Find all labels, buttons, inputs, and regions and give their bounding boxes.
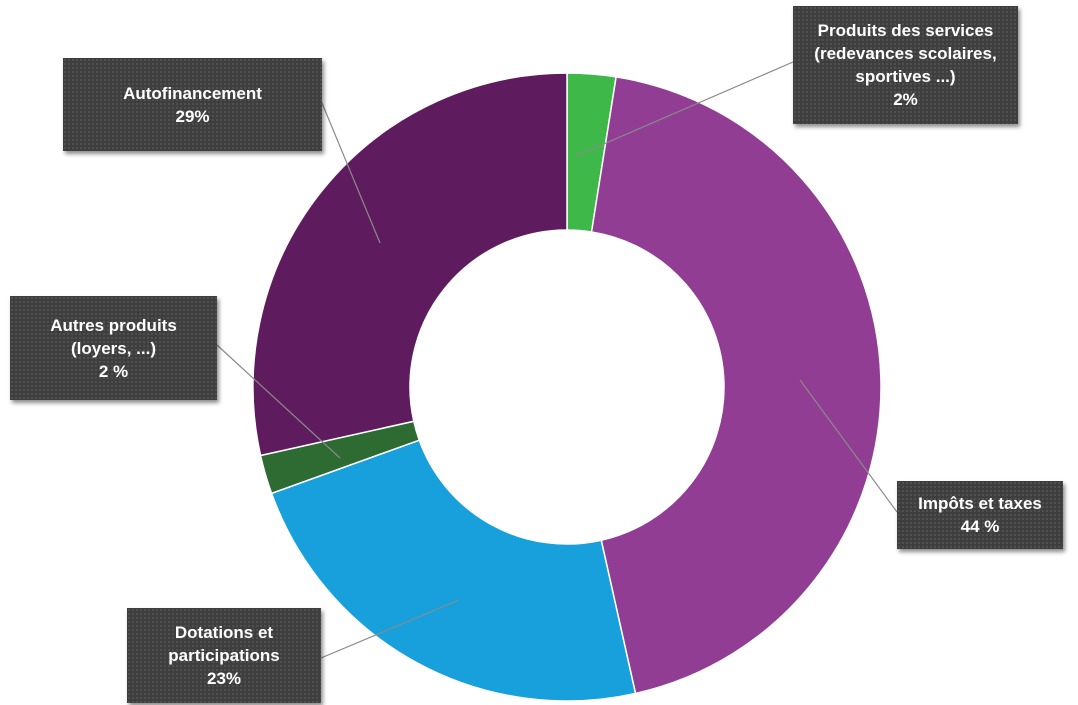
label-autofinancement-value: 29%	[175, 106, 210, 126]
label-impots-taxes: Impôts et taxes 44 %	[897, 481, 1063, 549]
label-autres-produits-line-1: Autres produits	[50, 315, 177, 335]
slice-produits-services-leader-line	[575, 61, 794, 157]
label-impots-taxes-value: 44 %	[960, 517, 1000, 536]
label-produits-services-value: 2%	[893, 90, 918, 109]
label-dotations-value: 23%	[206, 669, 242, 688]
label-autres-produits-value: 2 %	[98, 361, 129, 381]
label-autres-produits-line-2: (loyers, ...)	[70, 338, 157, 358]
label-autres-produits: Autres produits (loyers, ...) 2 %	[10, 296, 217, 400]
slice-impots-taxes	[590, 76, 882, 695]
slice-dotations	[270, 439, 637, 702]
slice-autofinancement	[252, 72, 568, 457]
slice-dotations-leader-line	[320, 599, 460, 659]
label-dotations-line-1: Dotations et	[174, 623, 274, 642]
label-autofinancement: Autofinancement 29%	[63, 58, 322, 151]
label-produits-services-line-2: (redevances scolaires,	[814, 44, 997, 63]
label-autofinancement-line-1: Autofinancement	[123, 83, 262, 103]
label-dotations: Dotations et participations 23%	[127, 608, 321, 703]
label-produits-services-line-3: sportives ...)	[855, 67, 956, 86]
label-dotations-line-2: participations	[168, 646, 280, 665]
slice-autofinancement-leader-line	[321, 102, 381, 244]
label-produits-services: Produits des services (redevances scolai…	[793, 6, 1018, 124]
label-impots-taxes-line-1: Impôts et taxes	[918, 494, 1042, 513]
label-produits-services-line-1: Produits des services	[817, 21, 994, 40]
slice-impots-taxes-leader-line	[799, 379, 898, 513]
slice-autres-produits-leader-line	[216, 344, 341, 459]
